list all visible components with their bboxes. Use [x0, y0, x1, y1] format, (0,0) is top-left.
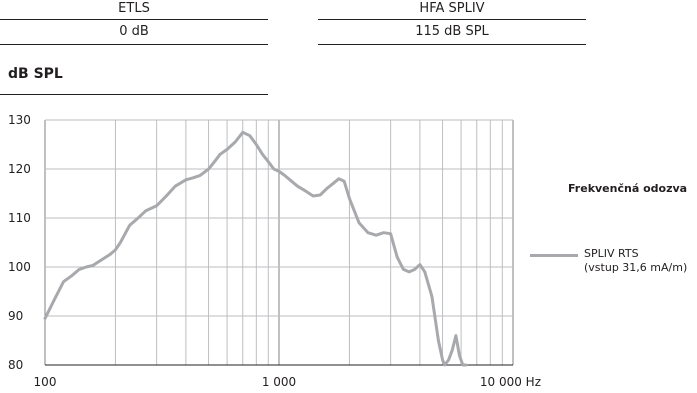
y-tick-label: 110 [8, 211, 31, 225]
series-line-spliv-rts [43, 130, 468, 367]
y-tick-label: 100 [8, 260, 31, 274]
y-tick-label: 80 [8, 358, 23, 372]
legend-series-note: (vstup 31,6 mA/m) [584, 261, 688, 274]
table-divider [318, 44, 586, 45]
table-header-etls: ETLS [118, 1, 150, 16]
y-axis-label-underline [0, 94, 268, 95]
legend-swatch [530, 254, 578, 257]
legend-series-name: SPLIV RTS [584, 247, 639, 260]
y-tick-labels: 130 120 110 100 90 80 [8, 113, 31, 372]
y-tick-label: 90 [8, 309, 23, 323]
table-divider [0, 19, 268, 20]
y-tick-label: 130 [8, 113, 31, 127]
y-axis-label: dB SPL [8, 66, 63, 82]
x-tick-label: 1 000 [262, 375, 296, 389]
x-tick-label: 100 [34, 375, 57, 389]
vertical-gridlines [44, 120, 514, 365]
x-tick-labels: 100 1 000 10 000 Hz [34, 375, 541, 389]
table-value-etls: 0 dB [119, 24, 149, 39]
table-header-hfa-spliv: HFA SPLIV [419, 1, 485, 16]
table-divider [0, 44, 268, 45]
legend-title: Frekvenčná odozva [568, 182, 688, 195]
y-tick-label: 120 [8, 162, 31, 176]
table-divider [318, 19, 586, 20]
x-tick-label: 10 000 Hz [480, 375, 541, 389]
table-value-hfa-spliv: 115 dB SPL [415, 24, 489, 39]
